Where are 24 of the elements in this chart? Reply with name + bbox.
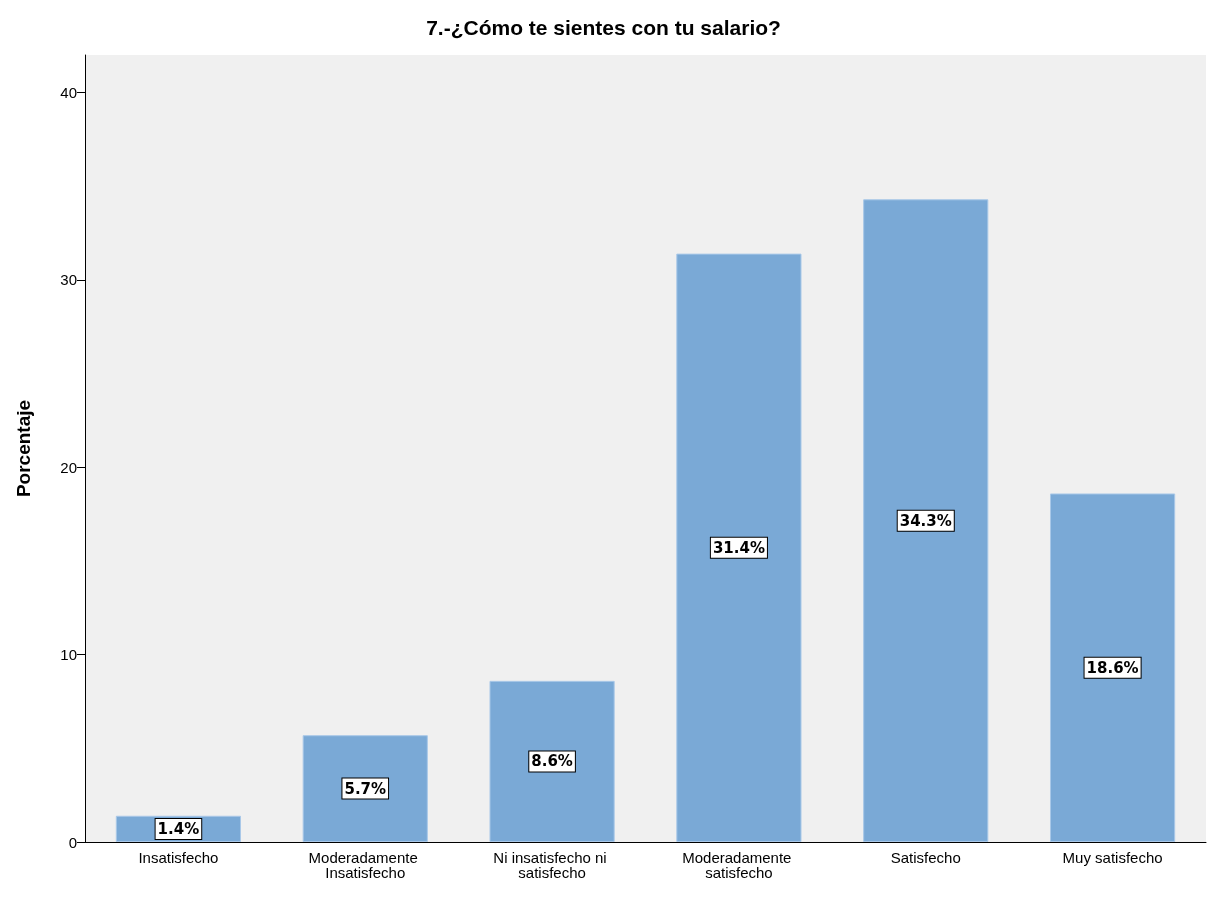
data-label: 18.6% xyxy=(1086,658,1139,677)
bar xyxy=(676,253,802,842)
x-tick-label: Muy satisfecho xyxy=(1062,849,1163,866)
x-tick-label: Insatisfecho xyxy=(138,849,219,866)
chart-title: 7.-¿Cómo te sientes con tu salario? xyxy=(426,16,781,39)
x-tick-label: Ni insatisfecho ni satisfecho xyxy=(493,849,611,881)
data-label: 8.6% xyxy=(531,752,573,771)
y-tick-label: 0 xyxy=(68,833,77,851)
y-axis-title: Porcentaje xyxy=(13,399,34,498)
x-tick-label: Moderadamente Insatisfecho xyxy=(308,849,422,881)
x-tick-label: Moderadamente satisfecho xyxy=(682,849,796,881)
x-tick-label: Satisfecho xyxy=(890,849,961,866)
y-tick-label: 20 xyxy=(60,458,77,476)
bar xyxy=(489,680,615,842)
y-tick-label: 40 xyxy=(60,83,77,101)
data-label: 5.7% xyxy=(344,779,387,798)
data-label: 1.4% xyxy=(157,819,200,838)
y-tick-label: 10 xyxy=(60,646,77,664)
y-tick-label: 30 xyxy=(60,271,77,289)
data-label: 31.4% xyxy=(712,538,765,557)
bar xyxy=(302,735,428,842)
data-label: 34.3% xyxy=(899,511,952,530)
bar xyxy=(1049,493,1176,842)
bar xyxy=(863,199,989,842)
